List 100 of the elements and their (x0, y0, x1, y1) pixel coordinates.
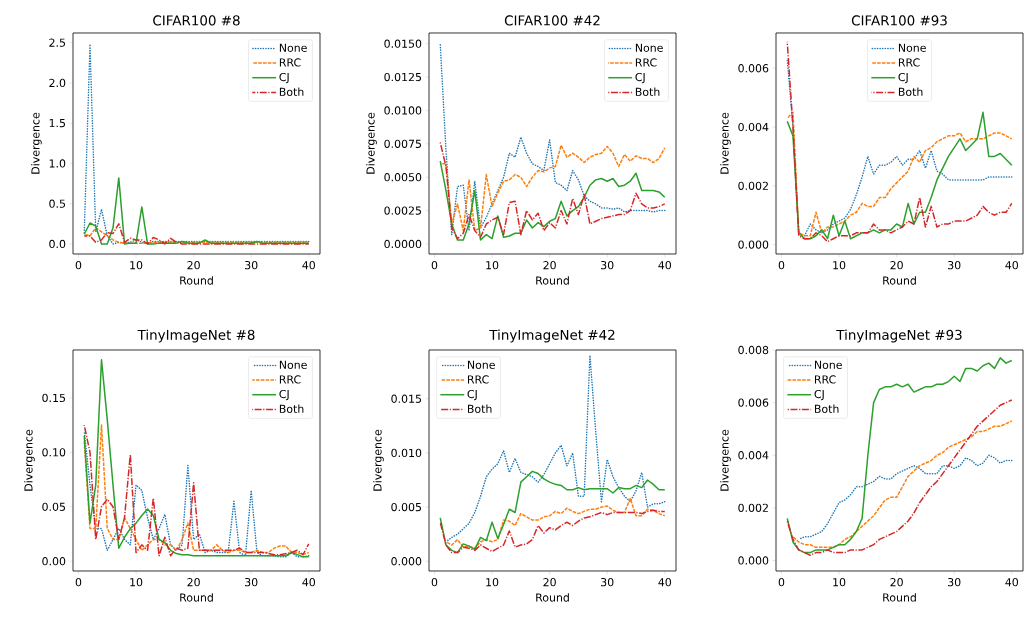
y-tick-label: 0.0025 (384, 206, 422, 215)
x-tick-label: 20 (543, 261, 556, 270)
y-tick-label: 0.002 (738, 181, 768, 190)
legend-label: None (279, 360, 307, 369)
legend-label: Both (279, 87, 304, 96)
x-tick-label: 30 (948, 261, 961, 270)
y-tick-label: 0.15 (42, 393, 66, 403)
y-tick-label: 0.0075 (384, 139, 422, 148)
y-axis-title: Divergence (373, 429, 384, 491)
chart-title: TinyImageNet #42 (489, 329, 615, 343)
legend-label: CJ (898, 72, 908, 84)
chart-title: CIFAR100 #93 (851, 15, 947, 26)
legend-label: RRC (467, 375, 489, 384)
x-tick-label: 10 (833, 261, 846, 270)
y-tick-label: 1.0 (49, 159, 66, 168)
y-tick-label: 0.008 (738, 345, 769, 355)
x-tick-label: 0 (431, 578, 438, 587)
y-tick-label: 0.0150 (384, 39, 422, 48)
x-axis-title: Round (883, 276, 916, 285)
y-tick-label: 0.010 (391, 448, 422, 458)
legend-label: Both (898, 87, 923, 96)
x-tick-label: 30 (948, 578, 961, 587)
legend-label: RRC (635, 58, 657, 67)
x-tick-label: 30 (245, 261, 258, 270)
x-tick-label: 10 (486, 261, 499, 270)
legend-label: Both (814, 404, 839, 413)
legend-label: Both (635, 87, 660, 96)
x-tick-label: 40 (1005, 261, 1019, 270)
y-axis-title: Divergence (720, 429, 731, 491)
y-tick-label: 0.015 (391, 394, 422, 403)
x-axis-title: Round (180, 276, 213, 285)
y-tick-label: 0.10 (42, 448, 66, 457)
x-tick-label: 10 (833, 578, 846, 587)
x-tick-label: 0 (778, 578, 785, 587)
y-tick-label: 0.004 (738, 122, 769, 132)
x-tick-label: 20 (890, 578, 903, 587)
x-tick-label: 30 (245, 578, 258, 587)
legend-label: CJ (279, 72, 289, 84)
x-tick-label: 0 (75, 578, 82, 587)
y-tick-label: 0.05 (42, 502, 66, 511)
y-axis-title: Divergence (24, 429, 35, 491)
chart-title: CIFAR100 #42 (504, 15, 600, 26)
chart-title: CIFAR100 #8 (153, 15, 240, 26)
legend-label: None (635, 43, 663, 52)
x-tick-label: 20 (187, 578, 200, 587)
y-tick-label: 0.000 (738, 556, 769, 565)
x-tick-label: 40 (658, 578, 672, 587)
legend-label: RRC (898, 58, 920, 67)
x-tick-label: 20 (543, 578, 556, 587)
chart-title: TinyImageNet #8 (137, 329, 255, 343)
y-tick-label: 0.002 (738, 503, 768, 512)
y-tick-label: 0.0050 (384, 173, 422, 182)
y-tick-label: 0.005 (391, 502, 422, 512)
y-tick-label: 0.006 (738, 64, 769, 73)
legend-label: CJ (279, 389, 289, 401)
y-tick-label: 0.0125 (384, 72, 422, 82)
x-axis-title: Round (536, 276, 569, 285)
y-tick-label: 0.004 (738, 451, 769, 460)
legend-label: None (814, 360, 842, 369)
y-tick-label: 0.0000 (384, 239, 422, 249)
y-axis-title: Divergence (31, 112, 42, 174)
x-tick-label: 0 (75, 261, 82, 270)
x-tick-label: 40 (1005, 578, 1019, 587)
x-axis-title: Round (883, 593, 916, 602)
legend-label: RRC (279, 375, 301, 384)
y-tick-label: 0.0 (49, 239, 66, 249)
x-tick-label: 20 (890, 261, 903, 270)
y-tick-label: 0.000 (738, 240, 769, 249)
x-tick-label: 0 (431, 261, 438, 270)
legend-label: Both (279, 404, 304, 413)
y-axis-title: Divergence (366, 112, 377, 174)
x-tick-label: 40 (302, 261, 316, 270)
legend-label: RRC (814, 375, 836, 384)
legend-label: None (898, 43, 926, 52)
x-tick-label: 40 (658, 261, 672, 270)
y-tick-label: 0.0100 (384, 106, 422, 115)
x-tick-label: 30 (601, 261, 614, 270)
y-tick-label: 0.000 (391, 557, 422, 566)
y-axis-title: Divergence (720, 112, 731, 174)
chart-title: TinyImageNet #93 (836, 329, 962, 343)
y-tick-label: 0.5 (49, 199, 66, 208)
y-tick-label: 2.0 (49, 78, 66, 88)
legend-label: CJ (635, 72, 645, 84)
legend-label: CJ (814, 389, 824, 401)
legend-label: None (279, 43, 307, 52)
y-tick-label: 0.006 (738, 398, 769, 407)
legend-label: RRC (279, 58, 301, 67)
x-tick-label: 10 (486, 578, 499, 587)
y-tick-label: 1.5 (49, 119, 66, 128)
legend-label: Both (467, 404, 492, 413)
x-tick-label: 30 (601, 578, 614, 587)
x-tick-label: 0 (778, 261, 785, 270)
legend-label: CJ (467, 389, 477, 401)
x-tick-label: 40 (302, 578, 316, 587)
y-tick-label: 2.5 (49, 38, 66, 47)
legend-label: None (467, 360, 495, 369)
x-tick-label: 10 (130, 261, 143, 270)
x-axis-title: Round (536, 593, 569, 602)
x-axis-title: Round (180, 593, 213, 602)
x-tick-label: 10 (130, 578, 143, 587)
